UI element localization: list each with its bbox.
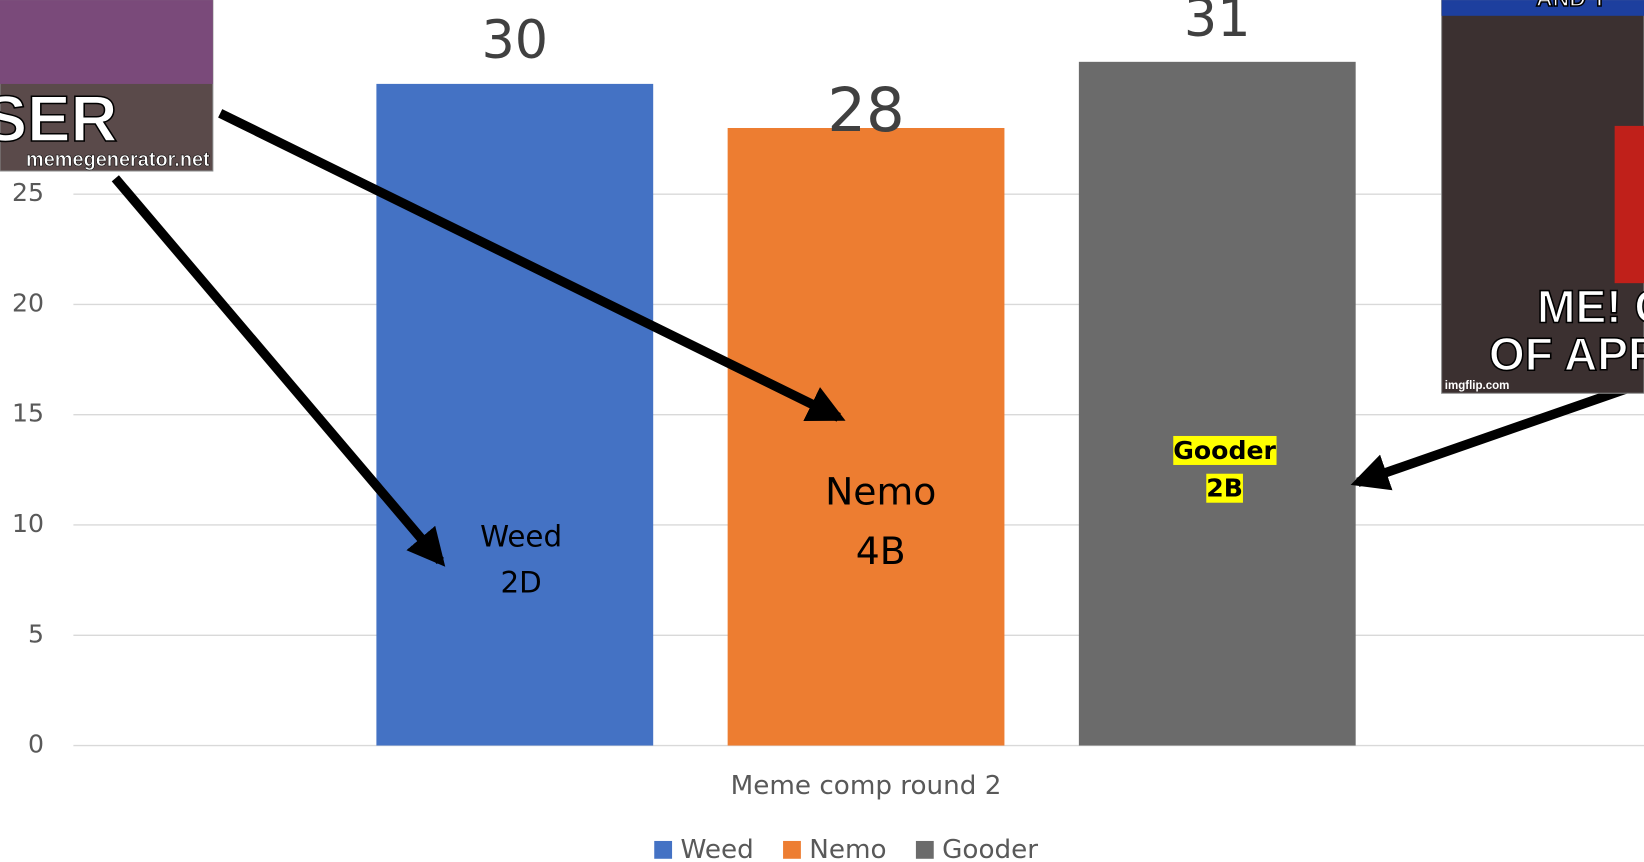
- arrow: [218, 109, 846, 422]
- meme-source: memegenerator.net: [26, 149, 210, 171]
- legend-label: Nemo: [809, 835, 886, 862]
- data-label: 28: [827, 76, 904, 146]
- meme-photo-detail: [0, 0, 213, 84]
- meme-photo: [1441, 0, 1644, 394]
- annotation: Gooder: [1173, 436, 1276, 465]
- highlight: [1206, 473, 1243, 503]
- bar: [376, 83, 654, 746]
- x-axis-title: Meme comp round 2: [731, 771, 1002, 801]
- data-label: 31: [1184, 0, 1251, 49]
- y-tick-label: 0: [28, 730, 44, 759]
- bar: [727, 127, 1005, 746]
- bar: [1078, 61, 1356, 746]
- y-tick-label: 5: [28, 619, 44, 648]
- annotation: 2B: [1206, 474, 1243, 503]
- arrow: [111, 175, 446, 567]
- y-tick-label: 15: [12, 399, 44, 428]
- meme-caption: OF APPLA: [1489, 328, 1644, 380]
- annotation: Weed: [480, 519, 562, 553]
- meme-image: OSERmemegenerator.net: [0, 0, 214, 172]
- meme-source: imgflip.com: [1445, 380, 1510, 392]
- legend-label: Weed: [680, 835, 753, 862]
- meme-caption: OSER: [0, 82, 117, 155]
- legend-label: Gooder: [942, 835, 1038, 862]
- y-tick-label: 10: [12, 509, 44, 538]
- legend-swatch: [915, 840, 934, 859]
- meme-photo-detail: [1614, 125, 1644, 284]
- annotation: Nemo: [825, 469, 936, 513]
- y-tick-label: 25: [12, 178, 44, 207]
- arrow: [1350, 378, 1644, 491]
- annotation: 2D: [500, 566, 541, 600]
- data-label: 30: [481, 10, 548, 71]
- meme-caption: ME! GI: [1537, 281, 1644, 333]
- highlight: [1173, 435, 1277, 465]
- legend-swatch: [783, 840, 801, 859]
- meme-caption: AND T: [1536, 0, 1606, 11]
- meme-photo-detail: [1441, 0, 1644, 16]
- meme-image: AND T ME! GIOF APPLAimgflip.com: [1441, 0, 1644, 394]
- annotation: 4B: [856, 529, 906, 573]
- y-tick-label: 20: [12, 288, 44, 317]
- legend-swatch: [654, 840, 673, 859]
